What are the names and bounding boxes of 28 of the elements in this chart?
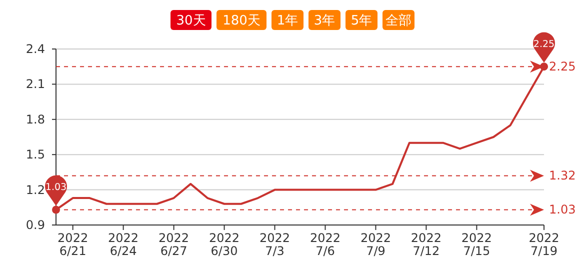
x-tick-label: 2022 7/9 [360,231,391,258]
x-tick-label: 2022 6/27 [158,231,190,258]
pin: 1.03 [45,175,67,206]
pin: 2.25 [533,32,555,63]
x-tick-label: 2022 7/12 [410,231,442,258]
x-tick-label: 2022 7/19 [528,231,560,258]
annotation: 2.25 [533,39,555,50]
y-tick-label: 2.1 [26,77,45,92]
x-tick-label: 2022 6/30 [209,231,240,258]
x-tick-label: 2022 7/6 [310,231,341,258]
y-tick-label: 1.2 [26,182,45,197]
annotation: 1.03 [45,182,67,194]
y-tick-label: 0.9 [26,218,45,232]
ref-line-label: 1.32 [549,168,576,183]
button: 5年 [346,10,378,30]
x-tick-label: 2022 7/15 [461,231,492,258]
button: 30天 [170,10,212,30]
y-tick-label: 2.4 [26,42,45,56]
button: 180天 [216,10,266,30]
x-tick-label: 2022 6/21 [58,231,88,258]
ref-line-label: 1.03 [549,202,576,217]
button: 全部 [382,10,414,30]
x-tick-label: 2022 7/3 [259,231,290,258]
y-tick-label: 1.5 [26,148,45,162]
button: 3年 [308,10,340,30]
button: 1年 [272,10,304,30]
y-tick-label: 1.8 [26,112,45,126]
x-tick-label: 2022 6/24 [108,231,139,258]
